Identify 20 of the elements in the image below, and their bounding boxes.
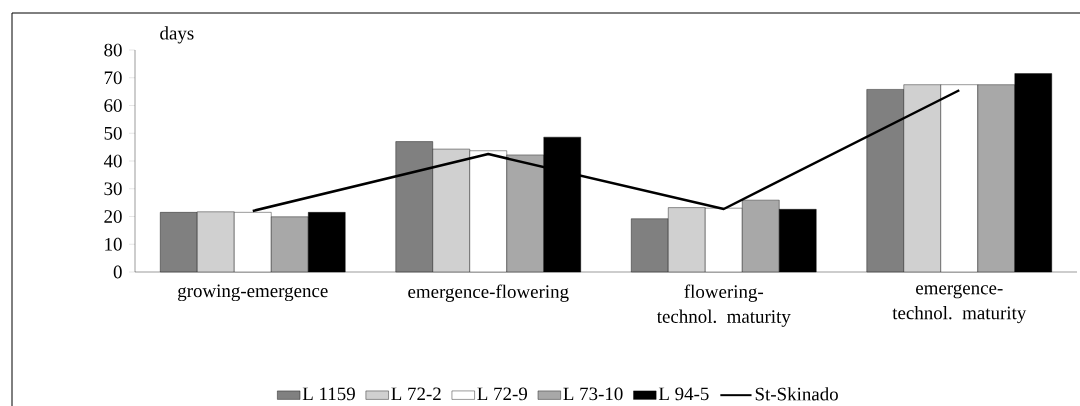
y-axis-title: days	[160, 26, 194, 44]
legend-label: L 1159	[302, 387, 355, 401]
y-tick-label: 50	[104, 126, 122, 140]
legend-label: L 94-5	[658, 387, 709, 401]
y-tick-label: 40	[103, 154, 122, 168]
legend-label: L 72-2	[391, 387, 441, 401]
x-tick-label: emergence-flowering	[408, 284, 569, 302]
y-tick-label: 10	[105, 237, 122, 251]
y-tick-label: 60	[104, 99, 122, 112]
y-tick-label: 80	[104, 43, 122, 57]
legend-label: St-Skinado	[755, 387, 838, 401]
y-tick-label: 0	[113, 265, 122, 279]
y-tick-label: 20	[104, 210, 122, 223]
x-tick-label: flowering-technol. maturity	[656, 284, 791, 327]
y-tick-label: 30	[104, 182, 122, 196]
x-tick-label: emergence-technol. maturity	[892, 284, 1027, 324]
y-tick-label: 70	[104, 71, 122, 85]
legend-label: L 72-9	[477, 387, 528, 401]
x-tick-label: growing-emergence	[178, 284, 328, 302]
legend-label: L 73-10	[563, 387, 623, 401]
